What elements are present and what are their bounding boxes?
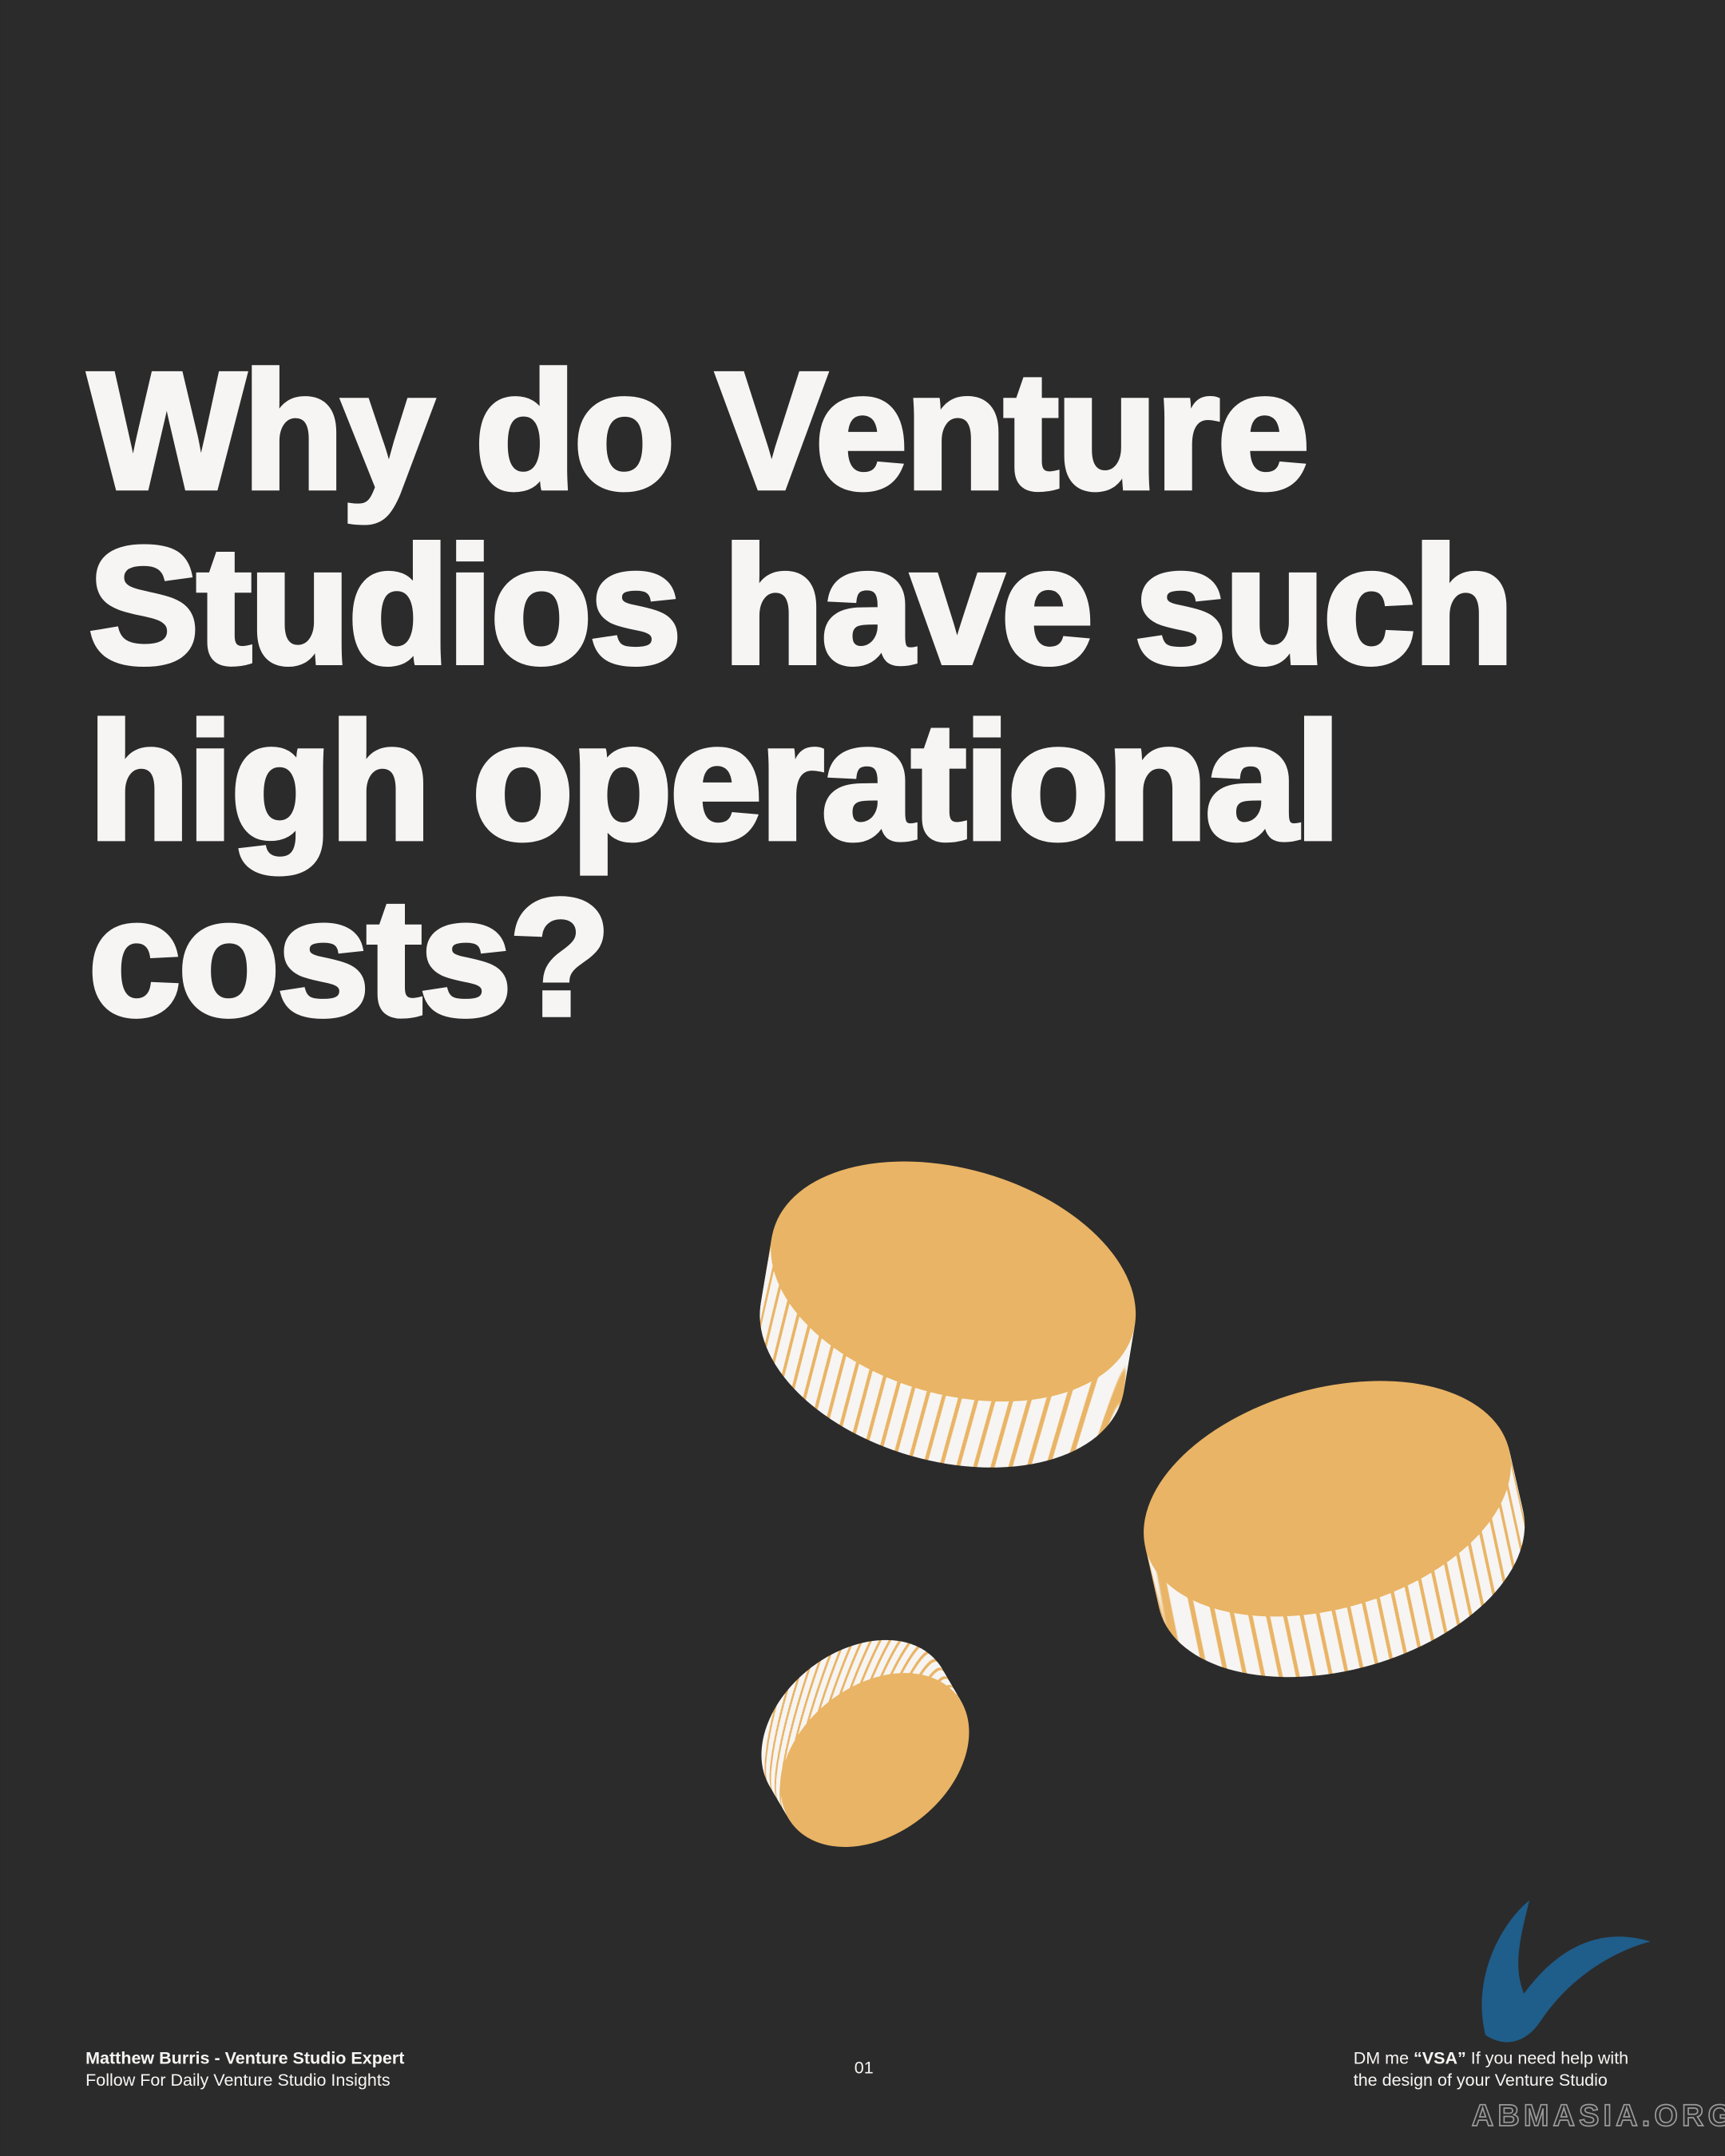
author-name: Matthew Burris - Venture Studio Expert: [85, 2049, 404, 2068]
coin-face: [780, 1673, 970, 1847]
cta-text: DM me: [1354, 2049, 1414, 2068]
logo: [1481, 1900, 1651, 2043]
coin: [761, 1639, 970, 1847]
cta-line: the design of your Venture Studio: [1354, 2071, 1608, 2090]
coin: [1144, 1381, 1525, 1678]
title-line: high operational: [89, 688, 1338, 874]
coin: [759, 1161, 1136, 1468]
cta-keyword: “VSA”: [1414, 2049, 1466, 2068]
coins-illustration: [759, 1161, 1525, 1847]
title-line: Why do Venture: [89, 338, 1307, 524]
page-number: 01: [855, 2059, 874, 2078]
coin-face: [771, 1161, 1136, 1402]
watermark: ABMASIA.ORG: [1472, 2099, 1725, 2133]
logo-mark: [1481, 1900, 1651, 2043]
footer: Matthew Burris - Venture Studio Expert F…: [85, 2049, 1725, 2134]
title-line: Studios have such: [89, 513, 1512, 699]
headline: Why do Venture Studios have such high op…: [86, 335, 1517, 1053]
author-tagline: Follow For Daily Venture Studio Insights: [85, 2071, 390, 2090]
cta-line: DM me “VSA” If you need help with: [1354, 2049, 1628, 2068]
cta-text: If you need help with: [1466, 2049, 1628, 2068]
title-line: costs?: [89, 865, 609, 1051]
coin-face: [1144, 1381, 1511, 1617]
